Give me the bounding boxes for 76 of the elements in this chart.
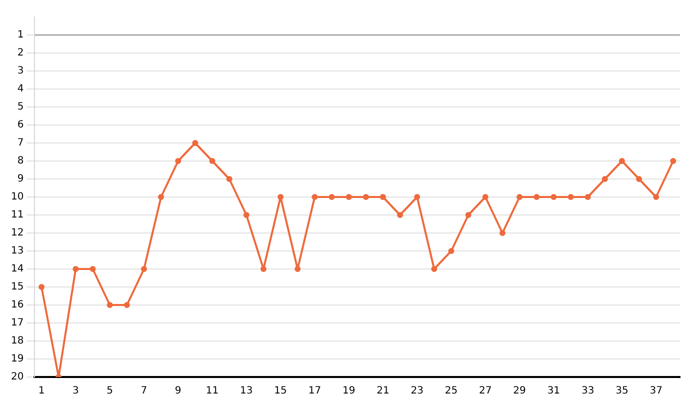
y-tick-label: 17 [10,318,24,329]
point [209,158,216,164]
point [584,194,591,200]
point [516,194,523,200]
y-tick-label: 14 [10,264,24,275]
point [226,176,232,182]
x-tick-label: 19 [342,386,356,397]
y-tick-label: 15 [10,282,24,293]
point [106,302,113,308]
y-tick-label: 11 [10,210,24,221]
y-tick-label: 9 [17,174,24,185]
y-tick-label: 13 [10,246,24,257]
y-tick-label: 20 [10,372,24,383]
point [534,194,540,200]
point [618,158,625,164]
point [380,194,386,200]
point [397,212,404,218]
point [175,158,182,164]
point [636,176,642,182]
x-tick-label: 35 [616,386,628,397]
x-tick-label: 7 [140,386,148,397]
x-tick-label: 25 [444,386,458,397]
y-tick-label: 6 [17,120,24,131]
point [278,194,284,200]
point [362,194,369,200]
point [192,140,198,146]
x-tick-label: 23 [410,386,424,397]
x-tick-label: 15 [274,386,287,397]
y-tick-label: 5 [17,102,24,113]
x-tick-label: 1 [38,386,45,397]
point [38,284,45,290]
y-tick-label: 18 [10,336,24,347]
y-tick-label: 12 [10,228,24,239]
point [550,194,557,200]
point [465,212,472,218]
x-tick-label: 31 [547,386,560,397]
point [482,194,488,200]
point [90,266,96,272]
point [670,158,676,164]
point [499,230,506,236]
x-tick-label: 11 [206,386,219,397]
point [346,194,352,200]
point [243,212,250,218]
y-tick-label: 4 [17,84,24,95]
point [328,194,335,200]
y-tick-label: 8 [17,156,24,167]
point [602,176,608,182]
y-tick-label: 7 [17,138,24,149]
x-tick-label: 5 [106,386,114,397]
point [653,194,660,200]
x-tick-label: 33 [581,386,594,397]
x-tick-label: 29 [513,386,526,397]
x-tick-label: 17 [308,386,322,397]
point [124,302,130,308]
point [312,194,318,200]
point [158,194,164,200]
x-tick-label: 13 [240,386,253,397]
point [448,248,454,254]
point [140,266,147,272]
x-tick-label: 27 [479,386,492,397]
x-tick-label: 9 [174,386,182,397]
y-tick-label: 19 [10,354,24,365]
y-tick-label: 16 [10,300,24,311]
point [72,266,79,272]
x-tick-label: 37 [650,386,662,397]
y-tick-label: 1 [17,30,24,41]
y-tick-label: 2 [17,48,24,59]
point [431,266,438,272]
x-tick-label: 21 [376,386,390,397]
point [414,194,420,200]
y-tick-label: 10 [10,192,24,203]
x-tick-label: 3 [72,386,79,397]
point [568,194,574,200]
y-tick-label: 3 [17,66,24,77]
point [260,266,266,272]
point [294,266,301,272]
